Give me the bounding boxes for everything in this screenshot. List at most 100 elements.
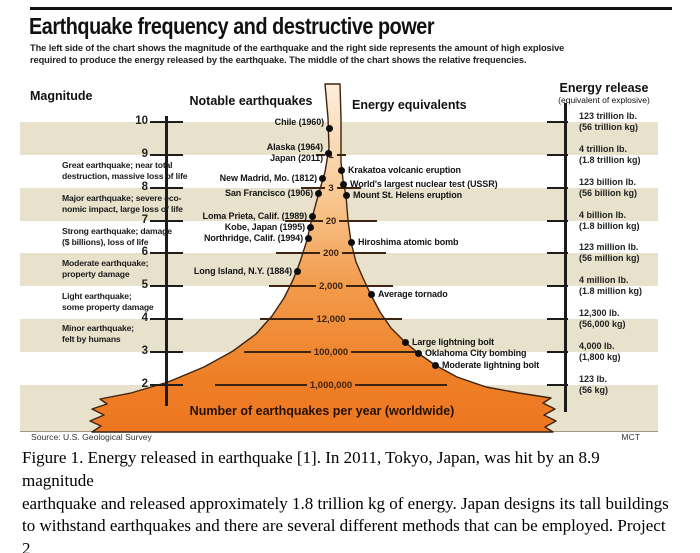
energy-equivalent-label: Mount St. Helens eruption xyxy=(353,189,462,200)
energy-release-label: 12,300 lb. (56,000 kg) xyxy=(579,308,689,330)
earthquake-dot xyxy=(306,223,314,231)
magnitude-zone-description: Light earthquake; some property damage xyxy=(62,291,154,312)
energy-release-kg: (1.8 million kg) xyxy=(579,286,643,296)
magnitude-tick xyxy=(150,252,183,254)
magnitude-tick-label: 8 xyxy=(141,181,148,193)
agency-credit: MCT xyxy=(621,432,640,442)
frequency-tick-line xyxy=(260,318,314,320)
equivalent-dot xyxy=(337,166,345,174)
magnitude-tick-label: 7 xyxy=(141,214,148,226)
energy-equivalent-label: Oklahoma City bombing xyxy=(425,347,527,358)
notable-earthquake-label: Northridge, Calif. (1994) xyxy=(203,232,303,243)
magnitude-zone-description: Moderate earthquake; property damage xyxy=(62,258,149,279)
equivalent-dot xyxy=(414,349,422,357)
frequency-tick-line xyxy=(269,285,317,287)
frequency-value: 200 xyxy=(323,247,339,259)
earthquake-dot xyxy=(324,149,332,157)
magnitude-tick xyxy=(150,285,183,287)
frequency-tick-line xyxy=(316,154,326,156)
magnitude-column-header: Magnitude xyxy=(30,89,93,103)
energy-release-lb: 4 billion lb. xyxy=(579,210,626,220)
energy-release-tick xyxy=(547,351,568,353)
energy-release-label: 123 million lb. (56 million kg) xyxy=(579,242,689,264)
notable-earthquake-label: Loma Prieta, Calif. (1989) xyxy=(202,210,308,221)
frequency-tick-line xyxy=(341,252,387,254)
earthquake-dot xyxy=(304,234,312,242)
energy-release-kg: (56 billion kg) xyxy=(579,188,638,198)
notable-earthquake-label: New Madrid, Mo. (1812) xyxy=(219,172,317,183)
energy-release-header: Energy release (equivalent of explosive) xyxy=(538,81,670,105)
equivalents-column-header: Energy equivalents xyxy=(352,98,467,112)
magnitude-tick-label: 9 xyxy=(141,148,148,160)
equivalent-dot xyxy=(347,238,355,246)
energy-release-subtitle: (equivalent of explosive) xyxy=(558,95,650,105)
energy-release-label: 4 trillion lb. (1.8 trillion kg) xyxy=(579,144,689,166)
frequency-value: 1,000,000 xyxy=(309,379,353,391)
magnitude-tick-label: 3 xyxy=(141,345,148,357)
energy-release-lb: 4 million lb. xyxy=(579,275,629,285)
magnitude-tick xyxy=(150,384,183,386)
energy-equivalent-label: Hiroshima atomic bomb xyxy=(358,236,459,247)
frequency-tick-line xyxy=(336,154,347,156)
energy-release-tick xyxy=(547,121,568,123)
energy-release-kg: (1.8 trillion kg) xyxy=(579,155,641,165)
frequency-tick-line xyxy=(244,351,311,353)
magnitude-tick-label: 2 xyxy=(141,378,148,390)
frequency-tick-line xyxy=(355,384,448,386)
frequency-tick-line xyxy=(339,220,378,222)
frequency-tick-line xyxy=(215,384,307,386)
notable-earthquake-label: Chile (1960) xyxy=(274,117,324,127)
frequency-row: 200 xyxy=(276,247,387,259)
energy-release-label: 4,000 lb. (1,800 kg) xyxy=(579,341,689,363)
energy-release-axis xyxy=(564,103,567,412)
notable-earthquake-label: Kobe, Japan (1995) xyxy=(224,221,305,232)
magnitude-tick-label: 6 xyxy=(141,246,148,258)
frequency-value: 100,000 xyxy=(313,346,349,358)
notable-column-header: Notable earthquakes xyxy=(189,94,313,108)
notable-earthquake-label: Long Island, N.Y. (1884) xyxy=(193,265,292,276)
top-rule xyxy=(30,7,672,10)
energy-release-kg: (56 kg) xyxy=(579,385,609,395)
energy-release-tick xyxy=(547,220,568,222)
magnitude-tick xyxy=(150,220,183,222)
energy-release-lb: 4 trillion lb. xyxy=(579,144,628,154)
magnitude-tick-label: 10 xyxy=(135,115,148,127)
equivalent-dot xyxy=(401,338,409,346)
magnitude-tick-label: 4 xyxy=(141,312,148,324)
energy-equivalent-label: Average tornado xyxy=(378,288,448,299)
earthquake-dot xyxy=(325,124,333,132)
frequency-tick-line xyxy=(301,187,326,189)
magnitude-tick-label: 5 xyxy=(141,279,148,291)
source-credit: Source: U.S. Geological Survey xyxy=(31,432,152,442)
equivalent-dot xyxy=(367,290,375,298)
frequency-row: 1,000,000 xyxy=(215,379,448,391)
equivalent-dot xyxy=(342,191,350,199)
energy-release-lb: 123 billion lb. xyxy=(579,177,637,187)
energy-release-kg: (56 million kg) xyxy=(579,253,640,263)
chart-title: Earthquake frequency and destructive pow… xyxy=(29,13,435,39)
energy-release-tick xyxy=(547,285,568,287)
energy-release-lb: 4,000 lb. xyxy=(579,341,615,351)
frequency-tick-line xyxy=(351,351,418,353)
earthquake-dot xyxy=(314,189,322,197)
energy-release-tick xyxy=(547,318,568,320)
energy-release-label: 4 million lb. (1.8 million kg) xyxy=(579,275,689,297)
frequency-row: 12,000 xyxy=(260,313,402,325)
frequency-tick-line xyxy=(348,318,402,320)
frequency-tick-line xyxy=(285,220,323,222)
energy-release-kg: (1.8 billion kg) xyxy=(579,221,640,231)
frequency-row: 3 xyxy=(301,182,362,194)
magnitude-tick xyxy=(150,187,183,189)
magnitude-tick xyxy=(150,121,183,123)
frequency-tick-line xyxy=(345,285,393,287)
chart-subtitle: The left side of the chart shows the mag… xyxy=(30,43,565,65)
energy-release-kg: (1,800 kg) xyxy=(579,352,621,362)
magnitude-zone-description: Major earthquake; severe eco- nomic impa… xyxy=(62,193,183,214)
energy-release-label: 4 billion lb. (1.8 billion kg) xyxy=(579,210,689,232)
frequency-tick-line xyxy=(336,187,362,189)
energy-release-label: 123 lb. (56 kg) xyxy=(579,374,689,396)
magnitude-tick xyxy=(150,351,183,353)
energy-release-lb: 123 trillion lb. xyxy=(579,111,638,121)
magnitude-zone-description: Great earthquake; near total destruction… xyxy=(62,160,188,181)
